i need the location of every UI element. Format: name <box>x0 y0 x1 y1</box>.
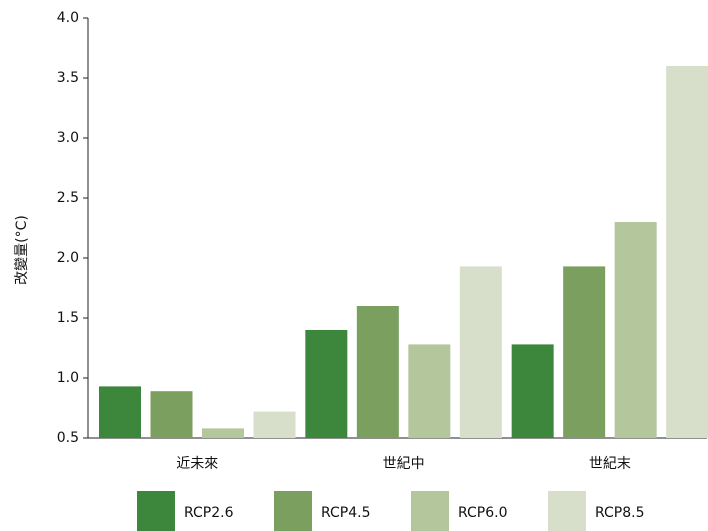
bar <box>614 222 657 438</box>
bar <box>305 330 348 438</box>
bar <box>666 66 708 438</box>
bar <box>511 344 554 438</box>
y-tick-label: 0.5 <box>57 430 79 446</box>
legend-swatch <box>137 491 175 531</box>
legend-swatch <box>411 491 449 531</box>
bar <box>408 344 451 438</box>
x-tick-label: 近未來 <box>176 456 218 472</box>
bar <box>563 266 606 438</box>
legend-swatch <box>274 491 312 531</box>
legend-label: RCP2.6 <box>184 505 234 521</box>
bar <box>202 428 244 438</box>
y-tick-label: 3.0 <box>57 130 79 146</box>
legend-swatch <box>548 491 586 531</box>
y-axis-label: 改變量(°C) <box>14 215 30 285</box>
y-tick-label: 1.0 <box>57 370 79 386</box>
legend-label: RCP8.5 <box>595 505 645 521</box>
legend-label: RCP4.5 <box>321 505 371 521</box>
y-tick-label: 2.5 <box>57 190 79 206</box>
bar <box>459 266 502 438</box>
y-tick-label: 4.0 <box>57 10 79 26</box>
y-tick-label: 3.5 <box>57 70 79 86</box>
y-tick-label: 2.0 <box>57 250 79 266</box>
bar <box>150 391 193 438</box>
bar <box>253 411 296 438</box>
x-tick-label: 世紀中 <box>383 456 425 472</box>
legend-label: RCP6.0 <box>458 505 508 521</box>
y-tick-label: 1.5 <box>57 310 79 326</box>
bar <box>356 306 399 438</box>
bar <box>99 386 141 438</box>
x-tick-label: 世紀末 <box>589 456 631 472</box>
